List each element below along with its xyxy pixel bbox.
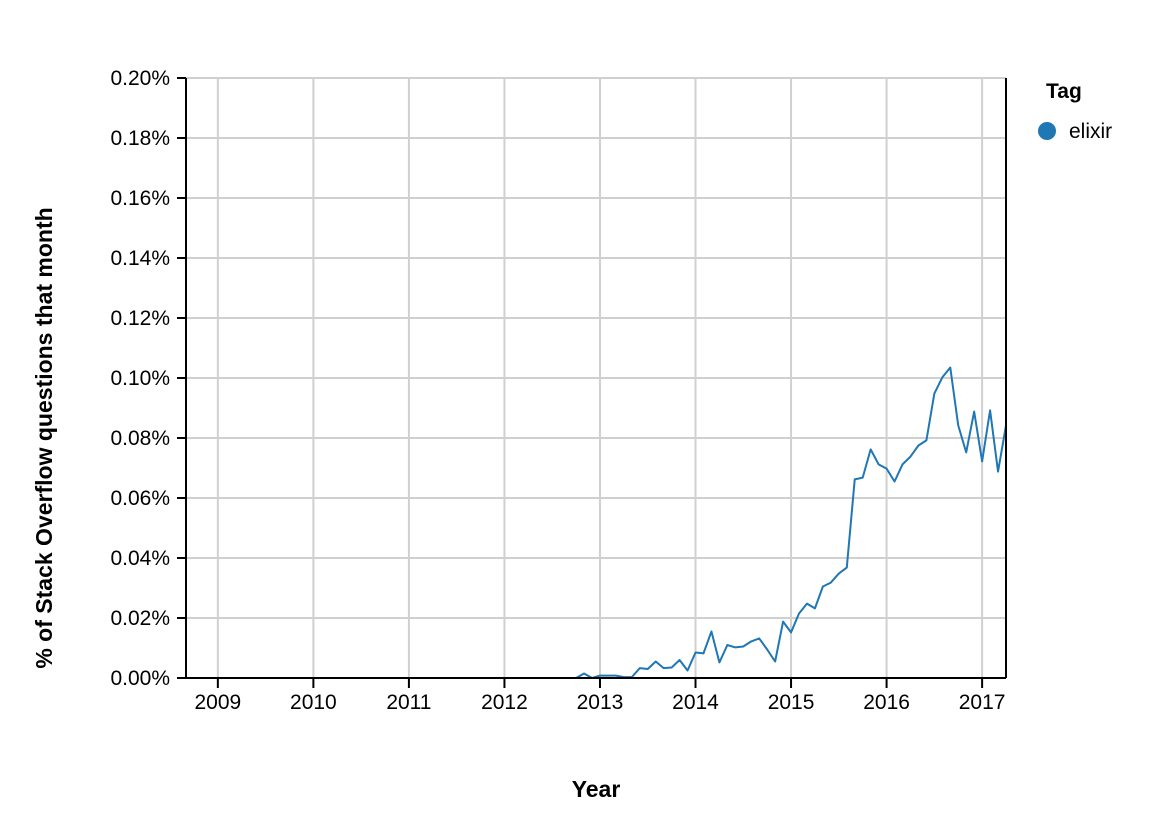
series-layer bbox=[186, 366, 1007, 679]
x-tick-label: 2013 bbox=[577, 691, 624, 714]
y-tick-label: 0.16% bbox=[110, 187, 170, 210]
y-axis-title: % of Stack Overflow questions that month bbox=[31, 207, 57, 668]
y-tick-label: 0.04% bbox=[110, 547, 170, 570]
x-tick-label: 2011 bbox=[386, 691, 431, 714]
y-tick-label: 0.08% bbox=[110, 427, 170, 450]
legend-swatch-elixir bbox=[1038, 122, 1056, 140]
y-tick-label: 0.10% bbox=[110, 367, 170, 390]
x-tick-label: 2017 bbox=[959, 691, 1006, 714]
y-tick-label: 0.20% bbox=[110, 67, 170, 90]
x-axis-title: Year bbox=[572, 776, 621, 802]
axes: 0.00% 0.02% 0.04% 0.06% 0.08% 0.10% 0.12% 0.14%… bbox=[110, 67, 1007, 714]
y-tick-label: 0.06% bbox=[110, 487, 170, 510]
y-tick-label: 0.02% bbox=[110, 607, 170, 630]
x-tick-label: 2014 bbox=[672, 691, 719, 714]
series-line-elixir bbox=[186, 366, 1007, 679]
x-tick-label: 2016 bbox=[863, 691, 910, 714]
x-tick-label: 2009 bbox=[194, 691, 241, 714]
y-tick-label: 0.18% bbox=[110, 127, 170, 150]
grid bbox=[186, 77, 1006, 679]
legend-title: Tag bbox=[1046, 80, 1082, 103]
y-tick-label: 0.12% bbox=[110, 307, 170, 330]
legend: Tag elixir bbox=[1038, 80, 1112, 143]
y-tick-label: 0.00% bbox=[110, 667, 170, 690]
x-tick-label: 2012 bbox=[481, 691, 528, 714]
x-tick-label: 2015 bbox=[768, 691, 815, 714]
legend-label-elixir: elixir bbox=[1069, 120, 1112, 143]
x-tick-label: 2010 bbox=[290, 691, 337, 714]
y-tick-label: 0.14% bbox=[110, 247, 170, 270]
